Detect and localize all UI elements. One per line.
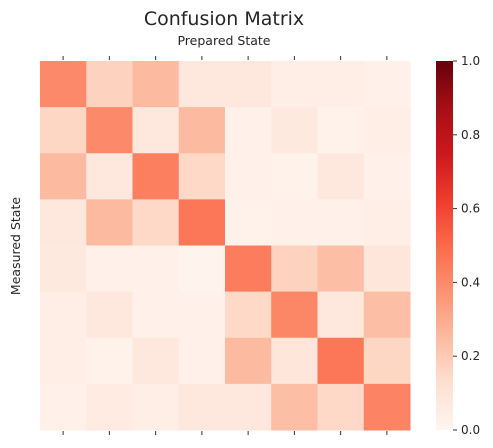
heatmap-cell-r6-c3 <box>178 337 226 385</box>
heatmap-cell-r4-c3 <box>178 245 226 293</box>
heatmap-cell-r0-c3 <box>178 61 226 108</box>
heatmap-cell-r1-c4 <box>225 107 272 154</box>
heatmap-cell-r3-c0 <box>40 199 87 246</box>
heatmap-cell-r3-c4 <box>225 199 272 246</box>
colorbar-tick-label-5: 1.0 <box>461 54 480 68</box>
heatmap-cell-r0-c6 <box>317 61 365 108</box>
heatmap-cell-r2-c2 <box>132 153 180 200</box>
heatmap-cell-r5-c0 <box>40 291 87 339</box>
heatmap-cell-r6-c6 <box>317 337 365 385</box>
heatmap-cell-r7-c2 <box>132 383 180 431</box>
heatmap-cell-r5-c4 <box>225 291 272 339</box>
heatmap-cell-r6-c0 <box>40 337 87 385</box>
colorbar-tick-label-0: 0.0 <box>461 423 480 437</box>
colorbar-ticks: 0.0 0.2 0.4 0.6 0.8 1.0 <box>453 54 480 437</box>
heatmap-cell-r3-c5 <box>271 199 318 246</box>
y-axis-label: Measured State <box>8 197 23 295</box>
heatmap-cell-r5-c3 <box>178 291 226 339</box>
heatmap-cell-r5-c7 <box>363 291 411 339</box>
heatmap-cell-r1-c5 <box>271 107 318 154</box>
heatmap-cell-r2-c7 <box>363 153 411 200</box>
heatmap-cell-r1-c1 <box>86 107 133 154</box>
heatmap-cell-r4-c5 <box>271 245 318 293</box>
heatmap-cell-r4-c7 <box>363 245 411 293</box>
heatmap-cell-r2-c0 <box>40 153 87 200</box>
heatmap-cell-r0-c7 <box>363 61 411 108</box>
heatmap-cell-r5-c5 <box>271 291 318 339</box>
heatmap-cell-r4-c1 <box>86 245 133 293</box>
heatmap-cell-r1-c3 <box>178 107 226 154</box>
heatmap-cell-r0-c0 <box>40 61 87 108</box>
heatmap-cell-r1-c2 <box>132 107 180 154</box>
heatmap-cell-r4-c4 <box>225 245 272 293</box>
heatmap-cell-r2-c4 <box>225 153 272 200</box>
heatmap-cell-r7-c1 <box>86 383 133 431</box>
heatmap-cell-r0-c4 <box>225 61 272 108</box>
colorbar-tick-label-2: 0.4 <box>461 275 480 289</box>
heatmap-cell-r3-c7 <box>363 199 411 246</box>
heatmap-cell-r0-c5 <box>271 61 318 108</box>
heatmap-cell-r7-c0 <box>40 383 87 431</box>
heatmap-cell-r7-c3 <box>178 383 226 431</box>
x-axis-label: Prepared State <box>177 33 270 48</box>
heatmap-cell-r6-c7 <box>363 337 411 385</box>
heatmap-cell-r2-c3 <box>178 153 226 200</box>
chart-title: Confusion Matrix <box>144 8 304 30</box>
heatmap-cell-r6-c1 <box>86 337 133 385</box>
heatmap-cell-r0-c2 <box>132 61 180 108</box>
heatmap-cell-r6-c4 <box>225 337 272 385</box>
heatmap-cell-r1-c6 <box>317 107 365 154</box>
heatmap-cell-r4-c0 <box>40 245 87 293</box>
heatmap-cell-r7-c5 <box>271 383 318 431</box>
heatmap-cell-r7-c4 <box>225 383 272 431</box>
heatmap-cell-r7-c7 <box>363 383 411 431</box>
heatmap-cell-r4-c2 <box>132 245 180 293</box>
heatmap-cell-r3-c3 <box>178 199 226 246</box>
heatmap-cell-r2-c1 <box>86 153 133 200</box>
heatmap-cell-r3-c2 <box>132 199 180 246</box>
heatmap-cell-r0-c1 <box>86 61 133 108</box>
colorbar <box>436 61 453 430</box>
heatmap-cell-r7-c6 <box>317 383 365 431</box>
heatmap-cell-r2-c5 <box>271 153 318 200</box>
heatmap-cell-r5-c6 <box>317 291 365 339</box>
heatmap-cell-r6-c5 <box>271 337 318 385</box>
colorbar-tick-label-1: 0.2 <box>461 349 480 363</box>
heatmap-cell-r6-c2 <box>132 337 180 385</box>
heatmap-cell-r5-c2 <box>132 291 180 339</box>
heatmap-cell-r3-c6 <box>317 199 365 246</box>
axis-ticks <box>62 56 388 435</box>
heatmap-cell-r3-c1 <box>86 199 133 246</box>
colorbar-tick-label-3: 0.6 <box>461 202 480 216</box>
heatmap-cell-r1-c7 <box>363 107 411 154</box>
colorbar-tick-label-4: 0.8 <box>461 128 480 142</box>
heatmap-cell-r2-c6 <box>317 153 365 200</box>
heatmap-cell-r5-c1 <box>86 291 133 339</box>
heatmap-cell-r4-c6 <box>317 245 365 293</box>
heatmap-cell-r1-c0 <box>40 107 87 154</box>
heatmap-cells <box>40 61 411 431</box>
